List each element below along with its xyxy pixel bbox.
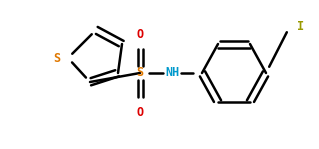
Text: O: O	[137, 28, 144, 42]
Text: S: S	[53, 52, 60, 65]
Text: NH: NH	[165, 66, 179, 80]
Text: S: S	[137, 66, 144, 80]
Text: O: O	[137, 105, 144, 118]
Text: I: I	[297, 20, 304, 32]
